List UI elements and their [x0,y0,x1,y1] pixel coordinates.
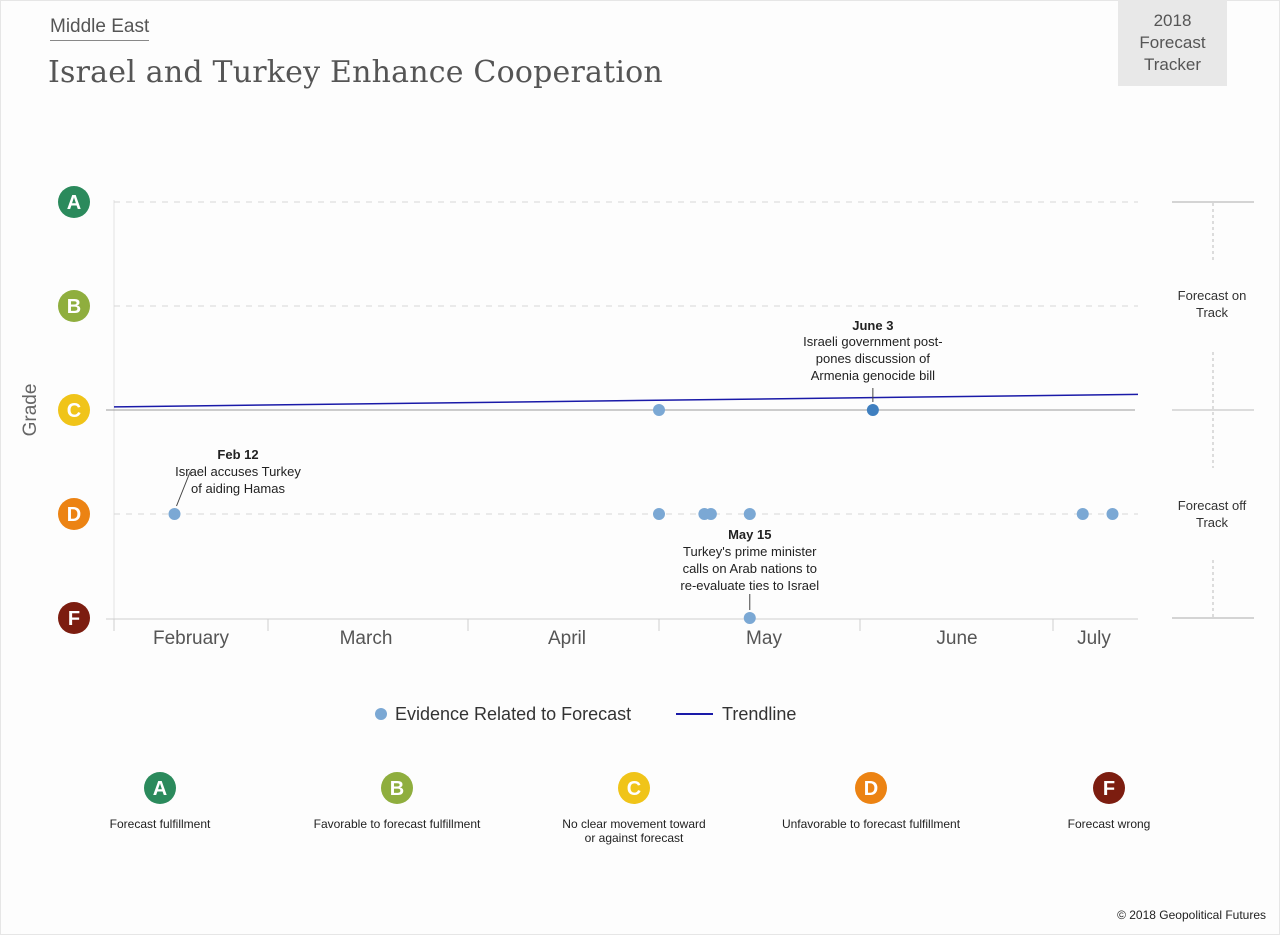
evidence-point [704,508,717,520]
forecast-off-track-label: Forecast off [1178,498,1247,513]
evidence-point [743,508,756,520]
legend-trendline-label: Trendline [722,704,796,724]
y-axis-label: Grade [20,384,41,437]
key-grade-description: or against forecast [585,831,684,845]
key-grade-description: Unfavorable to forecast fulfillment [782,817,961,831]
grade-f-badge [58,602,90,634]
month-label: July [1077,628,1111,649]
annotation-text: Israel accuses Turkey [175,464,301,479]
evidence-point [653,404,665,416]
grade-a-letter: A [67,192,81,214]
tracker-line-1: 2018 [1153,11,1192,30]
month-label: April [548,628,586,649]
grade-c-letter: C [67,400,81,422]
evidence-point [866,404,879,416]
annotation-title: Feb 12 [217,447,258,462]
key-grade-b-letter: B [390,778,404,800]
key-grade-a-letter: A [153,778,167,800]
annotation-text: Israeli government post- [803,334,942,349]
key-grade-description: Favorable to forecast fulfillment [314,817,481,831]
copyright: © 2018 Geopolitical Futures [1117,908,1266,922]
grade-b-badge [58,290,90,322]
forecast-off-track-label: Track [1196,515,1229,530]
annotation-leader [176,470,191,507]
grade-a-badge [58,186,90,218]
key-grade-f-badge [1093,772,1125,804]
grade-d-badge [58,498,90,530]
annotation-text: calls on Arab nations to [683,561,817,576]
legend-evidence-marker [375,708,387,720]
chart-title: Israel and Turkey Enhance Cooperation [48,55,663,90]
tracker-line-3: Tracker [1144,55,1201,74]
key-grade-c-badge [618,772,650,804]
annotation-text: re-evaluate ties to Israel [680,578,819,593]
key-grade-c-letter: C [627,778,641,800]
key-grade-d-badge [855,772,887,804]
key-grade-description: No clear movement toward [562,817,705,831]
month-label: June [936,628,977,649]
evidence-point [168,508,181,520]
key-grade-d-letter: D [864,778,878,800]
region-label: Middle East [50,16,150,41]
annotation-text: pones discussion of [816,351,931,366]
evidence-point [1106,508,1119,520]
annotation-text: Turkey's prime minister [683,544,817,559]
annotation-text: of aiding Hamas [191,481,285,496]
annotation-title: May 15 [728,527,771,542]
evidence-point [743,612,756,624]
month-label: March [340,628,393,649]
key-grade-description: Forecast wrong [1068,817,1151,831]
tracker-line-2: Forecast [1139,33,1206,52]
key-grade-description: Forecast fulfillment [110,817,211,831]
grade-f-letter: F [68,608,80,630]
forecast-tracker-badge: 2018 Forecast Tracker [1118,0,1227,86]
trendline [113,393,1139,408]
month-label: May [746,628,782,649]
key-grade-f-letter: F [1103,778,1115,800]
legend-evidence-label: Evidence Related to Forecast [395,704,631,724]
forecast-on-track-label: Track [1196,305,1229,320]
grade-d-letter: D [67,504,81,526]
forecast-on-track-label: Forecast on [1178,288,1247,303]
grade-b-letter: B [67,296,81,318]
annotation-title: June 3 [852,318,893,333]
annotation-text: Armenia genocide bill [811,368,935,383]
key-grade-a-badge [144,772,176,804]
grade-c-badge [58,394,90,426]
evidence-point [653,508,665,520]
evidence-point [1076,508,1089,520]
key-grade-b-badge [381,772,413,804]
month-label: February [153,628,230,649]
